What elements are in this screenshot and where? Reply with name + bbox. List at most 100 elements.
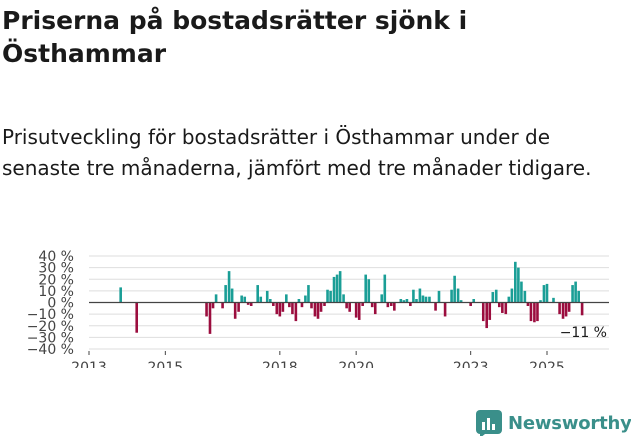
- bar: [552, 297, 555, 303]
- bar: [288, 302, 291, 308]
- bar: [237, 302, 240, 312]
- bar: [520, 281, 523, 303]
- y-tick-label: −40 %: [27, 342, 74, 358]
- x-tick-label: 2023: [453, 360, 489, 368]
- bar: [434, 302, 437, 311]
- bar: [443, 302, 447, 317]
- bar: [307, 285, 310, 303]
- bar: [291, 302, 294, 315]
- bar: [246, 302, 250, 305]
- bar: [558, 302, 561, 315]
- x-tick-label: 2020: [338, 360, 374, 368]
- bar: [529, 302, 533, 322]
- chart-subtitle: Prisutveckling för bostadsrätter i Östha…: [2, 125, 592, 180]
- bar: [354, 302, 358, 318]
- x-axis: 2013 2015 2018 2020 2023 2025: [71, 351, 565, 368]
- bar-series: [119, 261, 584, 334]
- bar: [304, 295, 307, 303]
- bar: [338, 271, 342, 303]
- bar: [453, 275, 456, 303]
- bar: [456, 288, 460, 303]
- bar: [491, 292, 495, 303]
- bar: [536, 302, 539, 322]
- bar-chart: 40 %30 %20 %10 %0 %−10 %−20 %−30 %−40 % …: [27, 249, 609, 368]
- x-tick-label: 2015: [148, 360, 184, 368]
- bar: [421, 295, 425, 303]
- newsworthy-brand[interactable]: Newsworthy: [476, 408, 631, 438]
- bar: [539, 300, 542, 303]
- bar: [297, 299, 301, 303]
- bar: [383, 274, 387, 303]
- bar: [405, 299, 409, 303]
- bar: [224, 285, 227, 303]
- bar: [208, 302, 212, 334]
- bar: [469, 302, 472, 306]
- bar: [268, 299, 272, 303]
- bar: [233, 302, 237, 319]
- bar: [545, 283, 549, 303]
- bar: [418, 288, 422, 303]
- bar: [345, 302, 348, 309]
- y-axis: 40 %30 %20 %10 %0 %−10 %−20 %−30 %−40 %: [27, 249, 74, 358]
- bar: [393, 302, 396, 311]
- bar: [326, 289, 329, 303]
- bar: [310, 302, 313, 309]
- bar: [230, 288, 234, 303]
- bar: [472, 299, 476, 303]
- bar: [399, 299, 403, 303]
- bar: [221, 302, 224, 309]
- y-tick-label: 30 %: [38, 261, 74, 277]
- gridlines: [89, 255, 609, 350]
- bar: [577, 290, 580, 303]
- bar: [459, 300, 463, 303]
- bar: [504, 302, 508, 315]
- y-tick-label: 0 %: [47, 296, 74, 312]
- bar: [329, 290, 332, 303]
- bar: [481, 302, 485, 322]
- bar: [514, 261, 517, 303]
- bar: [249, 302, 253, 306]
- bar: [574, 281, 577, 303]
- brand-name: Newsworthy: [508, 412, 631, 434]
- bar: [335, 274, 339, 303]
- bar: [281, 302, 285, 312]
- y-tick-label: −30 %: [27, 330, 74, 346]
- bar: [119, 287, 122, 303]
- bar: [517, 267, 520, 303]
- bar: [507, 296, 511, 303]
- bar: [323, 302, 326, 306]
- bar: [415, 299, 418, 303]
- bar: [571, 285, 574, 303]
- bar: [275, 302, 279, 315]
- bar: [265, 290, 269, 303]
- bar: [450, 289, 453, 303]
- last-value-label: −11 %: [560, 325, 607, 341]
- y-tick-label: 10 %: [38, 284, 74, 300]
- bar: [564, 302, 568, 317]
- bar: [214, 294, 218, 303]
- bar: [348, 302, 351, 312]
- bar: [409, 302, 412, 306]
- bar: [135, 302, 139, 333]
- bar: [533, 302, 536, 323]
- bar: [205, 302, 208, 317]
- bar: [243, 296, 247, 303]
- bar: [485, 302, 488, 329]
- bar: [523, 290, 527, 303]
- bar: [580, 302, 584, 316]
- bar: [402, 300, 406, 303]
- bar: [278, 302, 282, 317]
- bar: [386, 302, 390, 308]
- bar: [567, 302, 571, 312]
- bar: [361, 302, 364, 306]
- bar: [300, 302, 304, 308]
- bar: [424, 296, 428, 303]
- bar: [240, 295, 243, 303]
- bar: [211, 302, 215, 309]
- chart-title: Priserna på bostadsrätter sjönk i Östham…: [2, 6, 468, 68]
- newsworthy-logo-icon: [476, 410, 502, 436]
- bar: [412, 289, 415, 303]
- bar: [542, 285, 546, 303]
- bar: [526, 302, 530, 306]
- y-tick-label: −10 %: [27, 307, 74, 323]
